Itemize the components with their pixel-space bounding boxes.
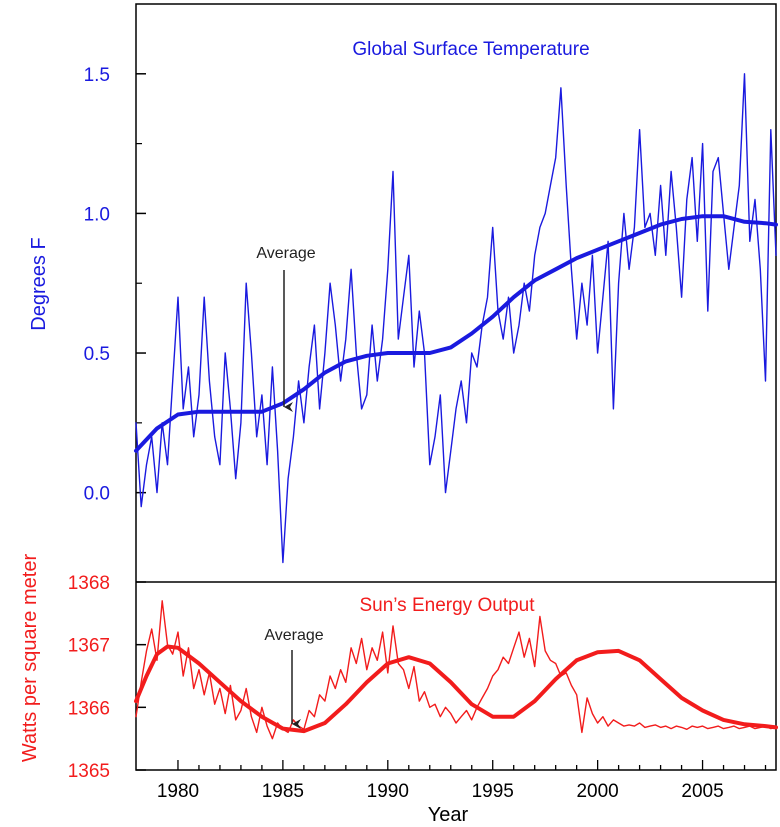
temperature-y-tick-label: 1.5 [84,65,110,86]
x-tick-label: 1980 [157,781,199,802]
sun-y-tick-label: 1367 [68,636,110,657]
sun-y-ticks: 1365 1366 1367 1368 [68,573,146,782]
sun-average-line [134,644,778,734]
temperature-title: Global Surface Temperature [352,39,589,60]
sun-average-annotation: Average [264,627,324,729]
sun-y-tick-label: 1366 [68,698,110,719]
plot-frame [135,3,777,771]
temperature-y-ticks: 0.0 0.5 1.0 1.5 [84,65,146,505]
sun-series [134,600,778,740]
temperature-y-tick-label: 0.5 [84,344,110,365]
sun-y-tick-label: 1365 [68,761,110,782]
temperature-series [134,73,778,564]
temperature-y-tick-label: 0.0 [84,484,110,505]
temperature-monthly-line [135,73,777,564]
x-tick-label: 2000 [576,781,618,802]
temperature-panel: Global Surface Temperature Degrees F 0.0… [28,39,778,564]
sun-y-tick-label: 1368 [68,573,110,594]
temperature-average-annotation: Average [256,245,316,412]
x-tick-label: 1990 [367,781,409,802]
x-axis-title: Year [428,804,469,826]
sun-monthly-line [135,600,777,740]
x-tick-label: 1985 [262,781,304,802]
temperature-average-line [134,214,778,453]
x-tick-label: 1995 [472,781,514,802]
sun-title: Sun’s Energy Output [360,595,536,616]
temperature-y-tick-label: 1.0 [84,204,110,225]
sun-average-label: Average [264,627,323,644]
x-axis-ticks: 1980 1985 1990 1995 2000 2005 [157,760,767,802]
x-tick-label: 2005 [681,781,723,802]
temperature-average-label: Average [256,245,315,262]
temperature-y-axis-title: Degrees F [28,237,50,330]
sun-y-axis-title: Watts per square meter [19,554,41,763]
sun-panel: Sun’s Energy Output Watts per square met… [19,554,778,782]
